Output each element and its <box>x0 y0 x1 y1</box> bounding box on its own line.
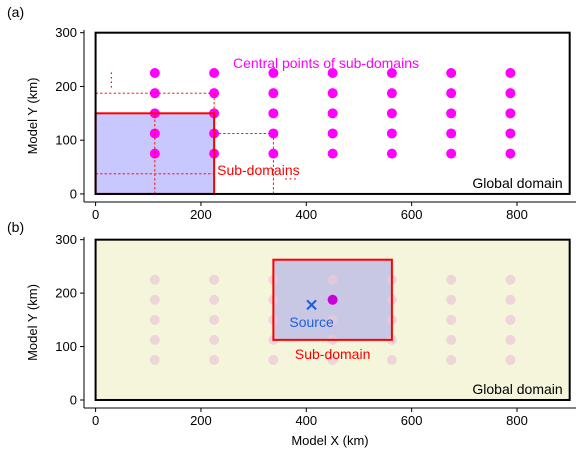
grid-point <box>386 108 397 119</box>
x-tick-label: 600 <box>401 207 423 222</box>
grid-point <box>446 294 457 305</box>
x-tick-label: 0 <box>92 413 99 428</box>
grid-point <box>446 354 457 365</box>
grid-point <box>446 314 457 325</box>
grid-point <box>327 148 338 159</box>
grid-point <box>505 354 516 365</box>
y-tick-label: 100 <box>55 133 77 148</box>
grid-point <box>327 68 338 78</box>
grid-point <box>327 128 338 139</box>
x-axis-label: Model X (km) <box>291 433 368 448</box>
grid-point <box>386 68 397 78</box>
grid-point <box>505 88 516 99</box>
grid-point <box>505 334 516 345</box>
grid-point <box>209 314 220 325</box>
x-tick-label: 600 <box>401 413 423 428</box>
grid-point <box>505 68 516 78</box>
grid-point <box>386 354 397 365</box>
y-tick-label: 300 <box>55 232 77 247</box>
y-tick-label: 300 <box>55 25 77 40</box>
source-marker <box>306 299 317 311</box>
grid-point <box>505 108 516 119</box>
grid-point <box>386 128 397 139</box>
grid-point <box>386 148 397 159</box>
global-domain-outline <box>94 238 571 401</box>
grid-point <box>327 274 338 285</box>
global-domain-label: Global domain <box>472 175 562 191</box>
x-tick-label: 200 <box>190 207 212 222</box>
panel-a: Sub-domains Global domain Central points o… <box>25 25 576 222</box>
y-tick-label: 200 <box>55 286 77 301</box>
y-axis-label: Model Y (km) <box>25 78 40 155</box>
grid-point <box>446 274 457 285</box>
grid-point <box>149 334 160 345</box>
grid-point <box>446 148 457 159</box>
grid-point <box>149 314 160 325</box>
highlighted-point <box>327 294 338 305</box>
subdomain-outline <box>272 258 393 341</box>
grid-point <box>209 294 220 305</box>
x-tick-label: 200 <box>190 413 212 428</box>
grid-point <box>209 334 220 345</box>
x-tick-label: 400 <box>295 413 317 428</box>
x-tick-label: 0 <box>92 207 99 222</box>
subdomain-label: Sub-domain <box>295 346 371 362</box>
grid-point <box>149 148 160 159</box>
grid-point <box>149 68 160 78</box>
grid-point <box>209 274 220 285</box>
x-tick-label: 400 <box>295 207 317 222</box>
grid-point <box>505 314 516 325</box>
grid-point <box>446 88 457 99</box>
grid-point <box>327 354 338 365</box>
grid-point <box>505 274 516 285</box>
panel-b-label: (b) <box>7 219 25 235</box>
grid-point <box>209 354 220 365</box>
grid-point <box>327 108 338 119</box>
y-tick-label: 200 <box>55 79 77 94</box>
grid-point <box>327 88 338 99</box>
grid-point <box>446 68 457 78</box>
grid-point <box>149 294 160 305</box>
grid-point <box>446 128 457 139</box>
grid-point <box>446 108 457 119</box>
grid-point <box>505 128 516 139</box>
y-axis-label: Model Y (km) <box>25 284 40 361</box>
grid-point <box>327 314 338 325</box>
grid-point <box>505 294 516 305</box>
y-tick-label: 0 <box>70 186 77 201</box>
grid-point <box>209 68 220 78</box>
x-tick-label: 800 <box>506 413 528 428</box>
global-domain-outline <box>94 31 571 195</box>
y-tick-label: 0 <box>70 392 77 407</box>
grid-point <box>268 68 279 78</box>
panel-b: Source Sub-domain Global domain 0 200 400 600 8… <box>25 232 576 448</box>
points-label: Central points of sub-domains <box>233 55 419 71</box>
x-tick-label: 800 <box>506 207 528 222</box>
y-tick-label: 100 <box>55 339 77 354</box>
grid-point <box>386 88 397 99</box>
grid-point <box>268 108 279 119</box>
source-label: Source <box>289 314 334 330</box>
grid-point <box>149 354 160 365</box>
grid-point <box>505 148 516 159</box>
grid-point <box>149 274 160 285</box>
grid-point <box>268 354 279 365</box>
subdomain-label: Sub-domains <box>217 162 299 178</box>
grid-point <box>268 88 279 99</box>
grid-point <box>268 148 279 159</box>
panel-a-label: (a) <box>7 4 25 20</box>
global-domain-label: Global domain <box>472 381 562 397</box>
grid-point <box>446 334 457 345</box>
